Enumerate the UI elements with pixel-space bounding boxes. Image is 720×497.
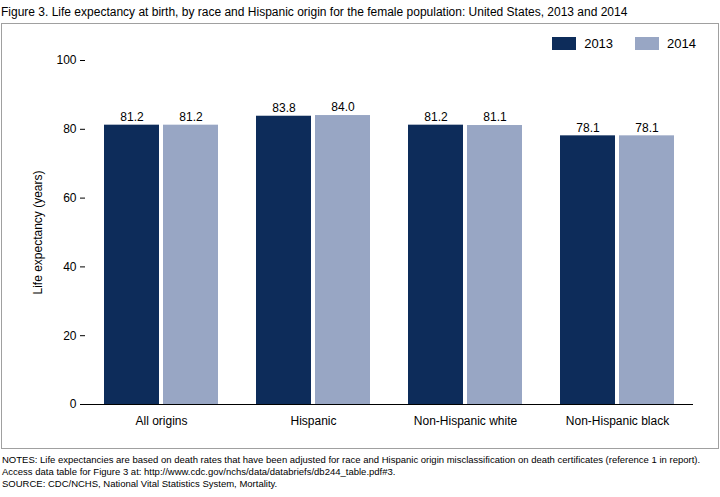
svg-text:81.2: 81.2 (424, 110, 448, 124)
html-text:2014: 2014 (667, 36, 696, 51)
svg-text:0: 0 (70, 397, 77, 411)
svg-text:Life expectancy (years): Life expectancy (years) (31, 170, 45, 294)
svg-text:80: 80 (63, 122, 77, 136)
svg-text:78.1: 78.1 (576, 121, 600, 135)
svg-text:84.0: 84.0 (331, 100, 355, 114)
svg-text:83.8: 83.8 (272, 101, 296, 115)
svg-text:40: 40 (63, 260, 77, 274)
svg-text:81.2: 81.2 (120, 110, 144, 124)
html-text:NOTES: Life expectancies are b: NOTES: Life expectancies are based on de… (2, 454, 701, 477)
html-text:2013: 2013 (584, 36, 614, 51)
svg-text:78.1: 78.1 (635, 121, 659, 135)
svg-text:All origins: All origins (135, 414, 187, 428)
svg-text:81.2: 81.2 (179, 110, 203, 124)
svg-text:Hispanic: Hispanic (290, 414, 336, 428)
svg-text:Non-Hispanic white: Non-Hispanic white (414, 414, 518, 428)
html-text:Figure 3. Life expectancy at b: Figure 3. Life expectancy at birth, by r… (1, 5, 628, 19)
svg-text:Non-Hispanic black: Non-Hispanic black (566, 414, 670, 428)
html-text:SOURCE: CDC/NCHS, National Vit: SOURCE: CDC/NCHS, National Vital Statist… (2, 478, 278, 489)
svg-text:100: 100 (56, 53, 76, 67)
svg-text:81.1: 81.1 (483, 110, 507, 124)
svg-text:60: 60 (63, 191, 77, 205)
svg-text:20: 20 (63, 329, 77, 343)
